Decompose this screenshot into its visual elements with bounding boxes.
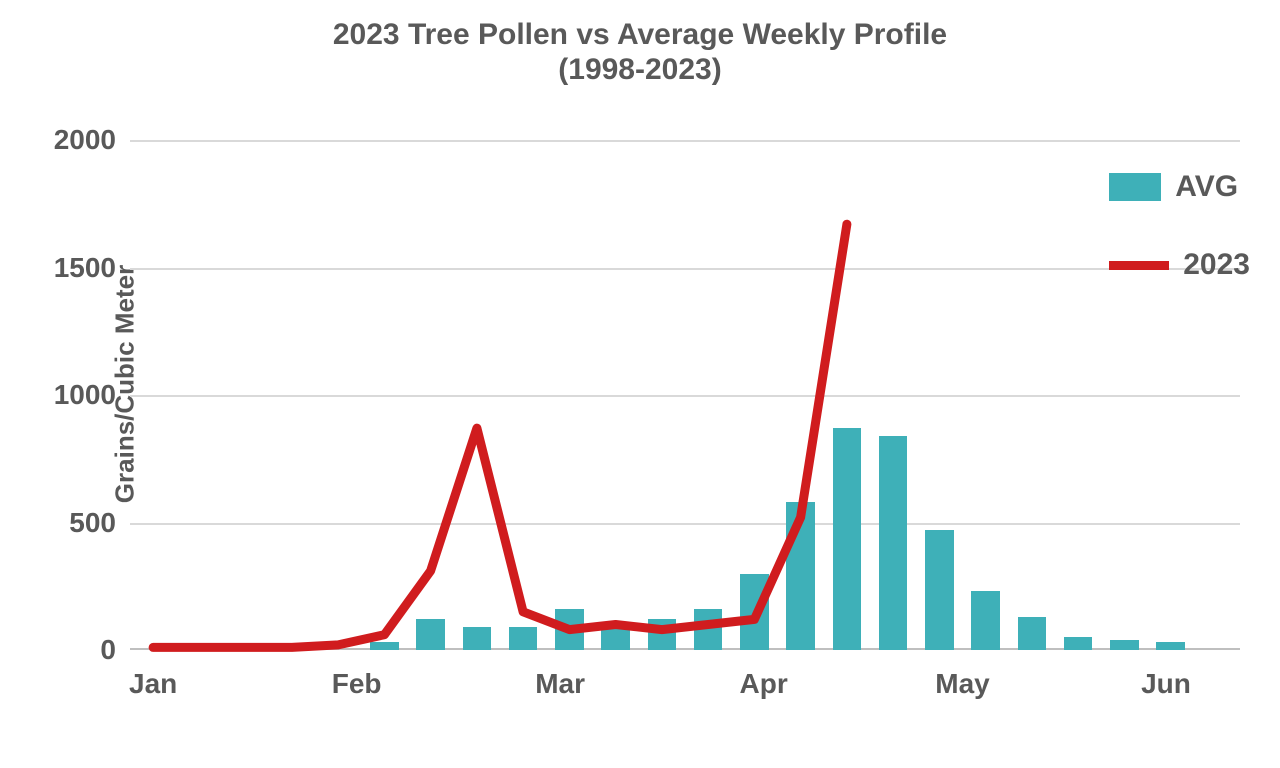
- legend: AVG 2023: [1109, 170, 1250, 326]
- chart-title-line1: 2023 Tree Pollen vs Average Weekly Profi…: [0, 18, 1280, 53]
- plot-area: 0500100015002000JanFebMarAprMayJun: [130, 140, 1240, 650]
- x-tick-label: Jun: [1141, 650, 1191, 700]
- y-tick-label: 1000: [54, 379, 130, 411]
- legend-item-2023: 2023: [1109, 248, 1250, 282]
- y-tick-label: 500: [69, 507, 130, 539]
- line-2023: [153, 224, 847, 647]
- x-tick-label: Apr: [740, 650, 788, 700]
- y-tick-label: 0: [100, 634, 130, 666]
- line-layer: [130, 140, 1240, 650]
- y-tick-label: 2000: [54, 124, 130, 156]
- chart-title: 2023 Tree Pollen vs Average Weekly Profi…: [0, 18, 1280, 87]
- legend-label-avg: AVG: [1175, 170, 1238, 204]
- legend-swatch-line: [1109, 261, 1169, 270]
- x-tick-label: Mar: [535, 650, 585, 700]
- legend-item-avg: AVG: [1109, 170, 1250, 204]
- y-tick-label: 1500: [54, 252, 130, 284]
- x-tick-label: May: [935, 650, 989, 700]
- pollen-chart: 2023 Tree Pollen vs Average Weekly Profi…: [0, 0, 1280, 768]
- legend-label-2023: 2023: [1183, 248, 1250, 282]
- legend-swatch-bar: [1109, 173, 1161, 201]
- x-tick-label: Jan: [129, 650, 177, 700]
- chart-title-line2: (1998-2023): [0, 53, 1280, 88]
- x-tick-label: Feb: [332, 650, 382, 700]
